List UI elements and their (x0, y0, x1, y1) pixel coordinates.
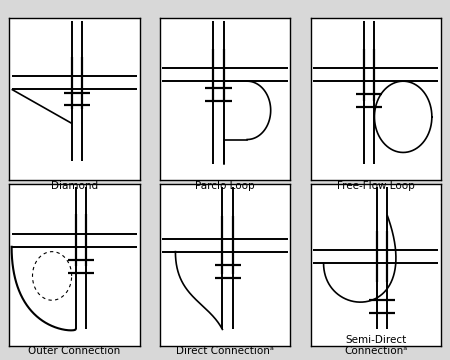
Text: Parclo Loop: Parclo Loop (195, 181, 255, 191)
Text: Free-Flow Loop: Free-Flow Loop (337, 181, 414, 191)
Text: Diamond: Diamond (51, 181, 98, 191)
Text: Outer Connection: Outer Connection (28, 346, 121, 356)
Text: Semi-Direct
Connectionᵃ: Semi-Direct Connectionᵃ (344, 335, 407, 356)
Text: Direct Connectionᵃ: Direct Connectionᵃ (176, 346, 274, 356)
